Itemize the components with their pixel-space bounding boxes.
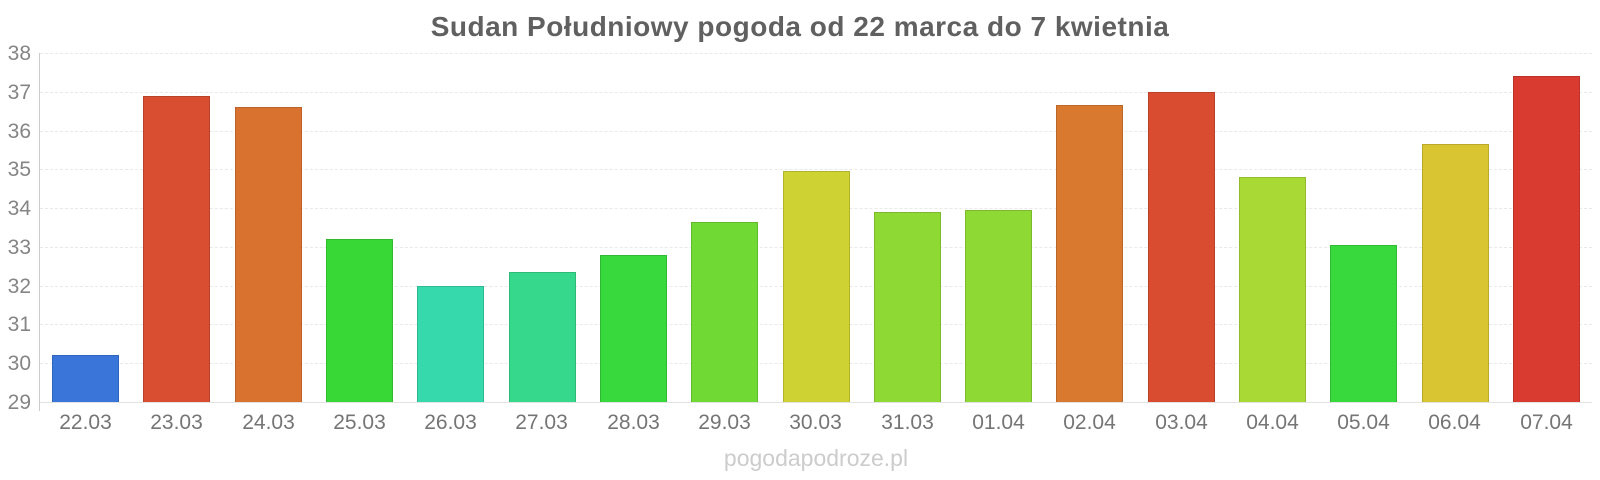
bar-23.03 [143, 96, 210, 402]
x-tick-label: 29.03 [698, 411, 751, 434]
x-tick-label: 31.03 [881, 411, 934, 434]
bar-22.03 [52, 355, 119, 402]
bar-05.04 [1330, 245, 1397, 402]
x-tick-label: 24.03 [242, 411, 295, 434]
x-tick-label: 03.04 [1155, 411, 1208, 434]
gridline [40, 402, 1592, 403]
bar-01.04 [965, 210, 1032, 402]
y-axis-labels: 29 30 31 32 33 34 35 36 37 38 [0, 43, 31, 413]
watermark: pogodapodroze.pl [723, 445, 909, 471]
x-tick-label: 26.03 [424, 411, 477, 434]
x-tick-label: 06.04 [1428, 411, 1481, 434]
gridline [40, 92, 1592, 93]
x-tick-label: 02.04 [1063, 411, 1116, 434]
x-tick-label: 22.03 [59, 411, 112, 434]
y-tick-label: 29 [7, 391, 31, 414]
x-tick-label: 05.04 [1337, 411, 1390, 434]
bar-26.03 [417, 286, 484, 402]
y-tick-label: 34 [7, 197, 31, 220]
chart-title: Sudan Południowy pogoda od 22 marca do 7… [430, 11, 1170, 42]
x-tick-label: 23.03 [150, 411, 203, 434]
bar-24.03 [235, 107, 302, 402]
bar-25.03 [326, 239, 393, 402]
bar-07.04 [1513, 76, 1580, 402]
y-tick-label: 30 [7, 352, 31, 375]
y-tick-label: 36 [7, 120, 31, 143]
bar-03.04 [1148, 92, 1215, 402]
x-tick-label: 30.03 [789, 411, 842, 434]
bar-02.04 [1056, 105, 1123, 402]
x-axis-labels: 22.03 23.03 24.03 25.03 26.03 27.03 28.03 29.03… [40, 411, 1592, 437]
y-tick-label: 32 [7, 275, 31, 298]
bar-06.04 [1422, 144, 1489, 402]
y-tick-label: 33 [7, 236, 31, 259]
x-tick-label: 01.04 [972, 411, 1025, 434]
bar-28.03 [600, 255, 667, 402]
x-tick-label: 04.04 [1246, 411, 1299, 434]
bar-30.03 [783, 171, 850, 402]
x-tick-label: 25.03 [333, 411, 386, 434]
y-tick-label: 38 [7, 42, 31, 65]
y-tick-label: 31 [7, 313, 31, 336]
gridline [40, 169, 1592, 170]
gridline [40, 131, 1592, 132]
bar-04.04 [1239, 177, 1306, 402]
x-tick-label: 27.03 [515, 411, 568, 434]
bar-29.03 [691, 222, 758, 402]
y-tick-label: 37 [7, 81, 31, 104]
x-tick-label: 28.03 [607, 411, 660, 434]
bar-27.03 [509, 272, 576, 402]
x-tick-label: 07.04 [1520, 411, 1573, 434]
gridline [40, 53, 1592, 54]
plot-area [40, 53, 1592, 403]
y-tick-label: 35 [7, 158, 31, 181]
bar-31.03 [874, 212, 941, 402]
y-axis-line [39, 53, 40, 411]
